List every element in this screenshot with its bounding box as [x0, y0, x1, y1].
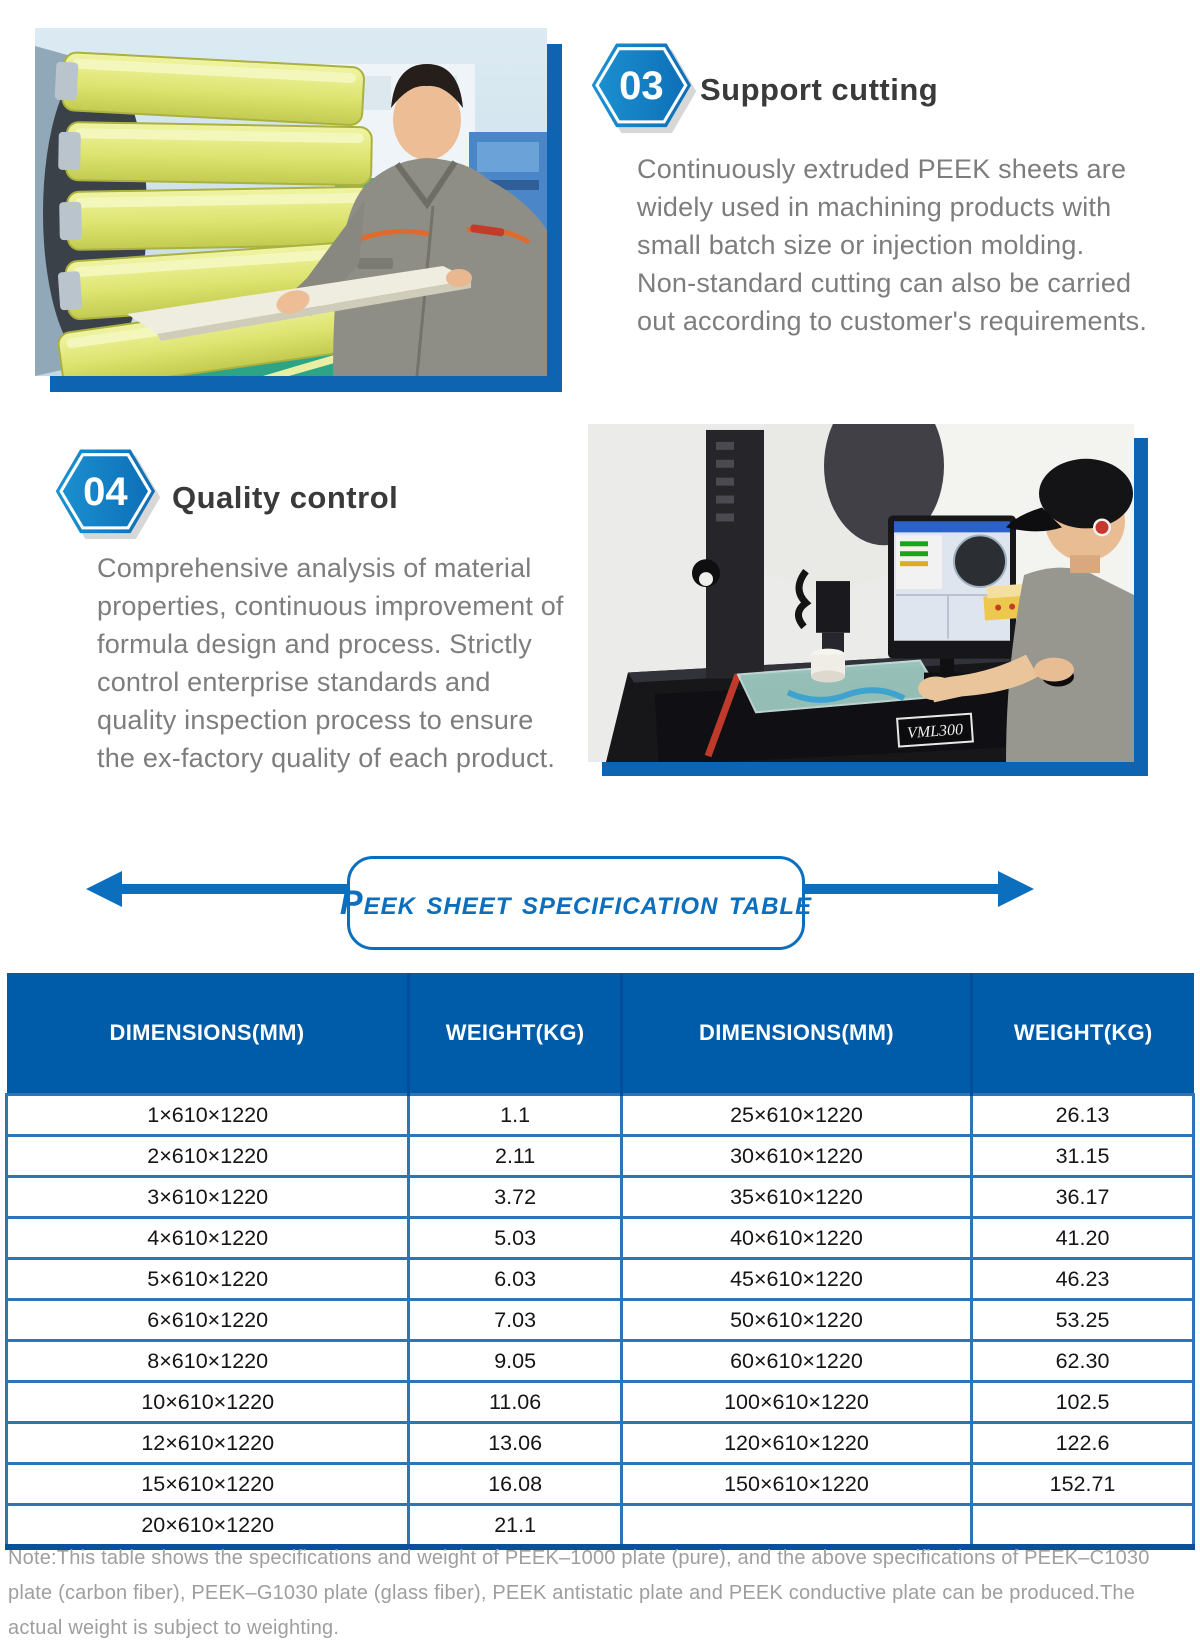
table-cell: 20×610×1220: [4, 1503, 411, 1550]
table-cell: 4×610×1220: [4, 1216, 411, 1260]
table-cell: 11.06: [407, 1380, 623, 1424]
table-cell: 122.6: [970, 1421, 1195, 1465]
hexagon-badge-icon: 03: [591, 43, 697, 134]
column-header: DIMENSIONS(MM): [6, 973, 409, 1095]
table-cell: 3.72: [407, 1175, 623, 1219]
table-cell: 21.1: [407, 1503, 623, 1550]
table-cell: 40×610×1220: [619, 1216, 974, 1260]
table-cell: 25×610×1220: [619, 1093, 974, 1137]
table-row: 20×610×1220 21.1: [4, 1503, 1195, 1550]
step-title-quality-control: Quality control: [172, 480, 399, 515]
inspection-scene-illustration: VML300: [588, 424, 1134, 762]
table-cell: 46.23: [970, 1257, 1195, 1301]
table-cell: 100×610×1220: [619, 1380, 974, 1424]
table-cell: 5.03: [407, 1216, 623, 1260]
table-cell: 10×610×1220: [4, 1380, 411, 1424]
column-header: WEIGHT(KG): [970, 973, 1194, 1095]
banner-title: Peek sheet specification table: [339, 883, 813, 922]
table-cell: 6.03: [407, 1257, 623, 1301]
step-badge-03: 03: [590, 40, 698, 142]
table-cell: 120×610×1220: [619, 1421, 974, 1465]
table-cell: 50×610×1220: [619, 1298, 974, 1342]
table-cell: 35×610×1220: [619, 1175, 974, 1219]
table-row: 15×610×1220 16.08 150×610×1220 152.71: [4, 1462, 1195, 1506]
table-row: 4×610×1220 5.03 40×610×1220 41.20: [4, 1216, 1195, 1260]
table-footnote: Note:This table shows the specifications…: [8, 1547, 1150, 1639]
table-cell: 62.30: [970, 1339, 1195, 1383]
table-cell: [970, 1503, 1195, 1550]
right-arrowhead-icon: [998, 871, 1034, 907]
table-cell: 2.11: [407, 1134, 623, 1178]
hexagon-badge-icon: 04: [55, 449, 161, 540]
table-cell: 30×610×1220: [619, 1134, 974, 1178]
table-cell: 150×610×1220: [619, 1462, 974, 1506]
table-cell: 60×610×1220: [619, 1339, 974, 1383]
table-cell: 13.06: [407, 1421, 623, 1465]
spec-table-header-row: DIMENSIONS(MM) WEIGHT(KG) DIMENSIONS(MM) WE…: [6, 973, 1194, 1095]
table-cell: 8×610×1220: [4, 1339, 411, 1383]
factory-extrusion-photo: [35, 28, 547, 376]
table-cell: 16.08: [407, 1462, 623, 1506]
table-cell: 1.1: [407, 1093, 623, 1137]
table-row: 5×610×1220 6.03 45×610×1220 46.23: [4, 1257, 1195, 1301]
table-cell: 53.25: [970, 1298, 1195, 1342]
step-body-quality-control: Comprehensive analysis of material prope…: [97, 553, 564, 773]
table-cell: 45×610×1220: [619, 1257, 974, 1301]
table-row: 10×610×1220 11.06 100×610×1220 102.5: [4, 1380, 1195, 1424]
table-row: 3×610×1220 3.72 35×610×1220 36.17: [4, 1175, 1195, 1219]
quality-inspection-photo: VML300: [588, 424, 1134, 762]
table-row: 12×610×1220 13.06 120×610×1220 122.6: [4, 1421, 1195, 1465]
table-cell: 15×610×1220: [4, 1462, 411, 1506]
table-cell: 9.05: [407, 1339, 623, 1383]
table-cell: 7.03: [407, 1298, 623, 1342]
section-banner: Peek sheet specification table: [340, 856, 811, 950]
table-cell: 2×610×1220: [4, 1134, 411, 1178]
spec-table-body: 1×610×1220 1.1 25×610×1220 26.13 2×610×1220 2…: [4, 1093, 1195, 1550]
table-cell: 152.71: [970, 1462, 1195, 1506]
table-cell: [619, 1503, 974, 1550]
step-title-support-cutting: Support cutting: [700, 72, 939, 107]
table-row: 6×610×1220 7.03 50×610×1220 53.25: [4, 1298, 1195, 1342]
column-header: DIMENSIONS(MM): [619, 973, 972, 1095]
operator-figure: [918, 458, 1134, 762]
factory-scene-illustration: [35, 28, 547, 376]
peek-spec-table: DIMENSIONS(MM) WEIGHT(KG) DIMENSIONS(MM) WE…: [4, 973, 1195, 1550]
table-cell: 41.20: [970, 1216, 1195, 1260]
table-cell: 6×610×1220: [4, 1298, 411, 1342]
table-row: 2×610×1220 2.11 30×610×1220 31.15: [4, 1134, 1195, 1178]
table-cell: 3×610×1220: [4, 1175, 411, 1219]
table-cell: 102.5: [970, 1380, 1195, 1424]
table-cell: 1×610×1220: [4, 1093, 411, 1137]
machine-model-label: VML300: [907, 721, 964, 742]
table-cell: 5×610×1220: [4, 1257, 411, 1301]
table-cell: 31.15: [970, 1134, 1195, 1178]
table-cell: 12×610×1220: [4, 1421, 411, 1465]
table-cell: 26.13: [970, 1093, 1195, 1137]
table-row: 8×610×1220 9.05 60×610×1220 62.30: [4, 1339, 1195, 1383]
step-body-support-cutting: Continuously extruded PEEK sheets are wi…: [637, 154, 1148, 336]
step-number: 03: [619, 64, 664, 108]
step-number: 04: [83, 470, 128, 514]
step-badge-04: 04: [54, 446, 162, 548]
left-arrowhead-icon: [86, 871, 122, 907]
column-header: WEIGHT(KG): [407, 973, 622, 1095]
table-cell: 36.17: [970, 1175, 1195, 1219]
table-row: 1×610×1220 1.1 25×610×1220 26.13: [4, 1093, 1195, 1137]
